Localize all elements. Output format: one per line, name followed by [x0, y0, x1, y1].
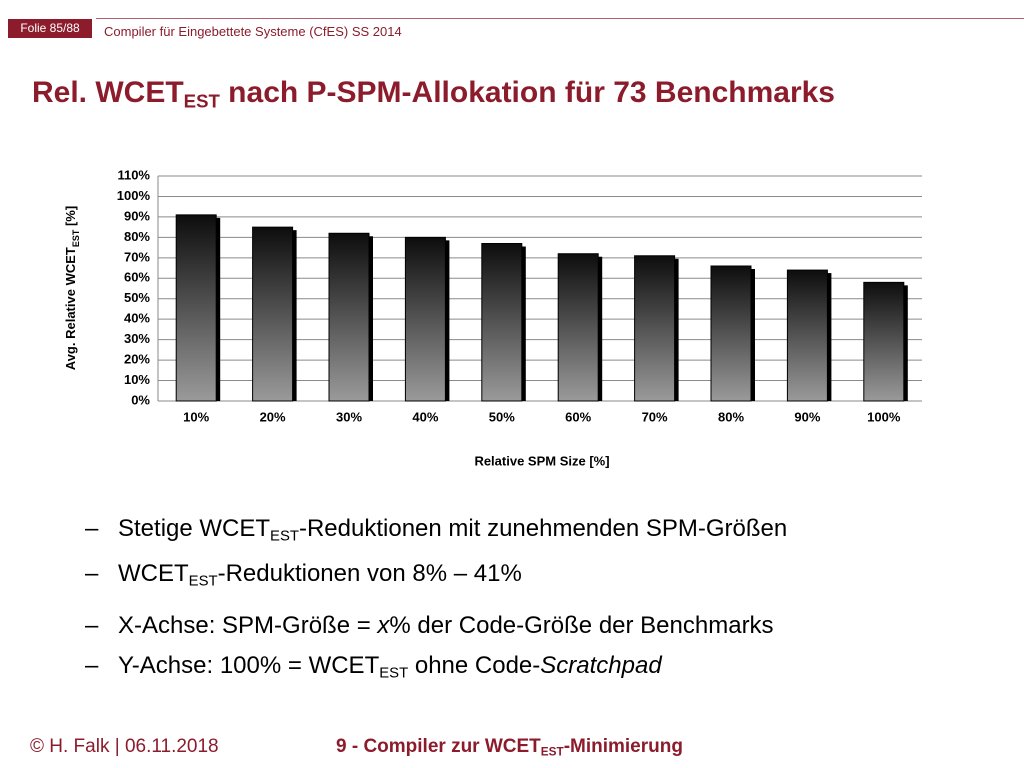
text-part: X-Achse: SPM-Größe = [118, 612, 378, 639]
y-tick-label: 90% [124, 208, 150, 223]
y-tick-label: 60% [124, 270, 150, 285]
slide-title: Rel. WCETEST nach P-SPM-Allokation für 7… [32, 76, 835, 113]
y-tick-label: 110% [117, 167, 150, 182]
y-axis-title: Avg. Relative WCETEST [%] [63, 206, 81, 370]
x-tick-label: 80% [718, 409, 744, 424]
x-tick-label: 40% [412, 409, 438, 424]
bar [481, 243, 523, 402]
text-part: Avg. Relative WCET [63, 247, 78, 370]
bullet-marker: – [85, 612, 99, 639]
y-tick-label: 40% [124, 311, 150, 326]
header-rule [96, 18, 1024, 19]
x-tick-label: 60% [565, 409, 591, 424]
footer-author: © H. Falk | 06.11.2018 [30, 736, 219, 757]
text-part: EST [540, 745, 564, 759]
bullet-marker: – [85, 560, 99, 587]
bar [634, 255, 676, 402]
text-part: ohne Code- [408, 652, 541, 679]
bullet: – WCETEST-Reduktionen von 8% – 41% [85, 560, 522, 589]
bar [710, 265, 752, 402]
bar [404, 236, 446, 402]
bullet-marker: – [85, 515, 99, 542]
text-part: EST [183, 90, 220, 112]
text-part: EST [71, 229, 81, 247]
x-tick-label: 90% [794, 409, 820, 424]
text-part: WCET [118, 560, 189, 587]
text-part: x [377, 612, 390, 639]
text-part: Scratchpad [540, 652, 662, 679]
text-part: Stetige WCET [118, 515, 271, 542]
footer-chapter: 9 - Compiler zur WCETEST-Minimierung [336, 736, 683, 759]
bar [786, 269, 828, 402]
bullet: – Y-Achse: 100% = WCETEST ohne Code-Scrat… [85, 652, 662, 681]
bar [863, 281, 905, 402]
x-tick-label: 70% [642, 409, 668, 424]
text-part: Y-Achse: 100% = WCET [118, 652, 380, 679]
bar [252, 226, 294, 402]
y-tick-label: 30% [124, 331, 150, 346]
y-tick-label: 0% [131, 392, 150, 407]
x-tick-label: 100% [867, 409, 901, 424]
text-part: EST [188, 573, 218, 590]
text-part: EST [270, 528, 299, 545]
slide-number: Folie 85/88 [8, 19, 92, 38]
x-tick-label: 20% [260, 409, 286, 424]
text-part: EST [379, 665, 409, 682]
text-part: -Reduktionen mit zunehmenden SPM-Größen [298, 515, 788, 542]
text-part: Rel. WCET [32, 76, 184, 109]
bullet-marker: – [85, 652, 99, 679]
text-part: nach P-SPM-Allokation für 73 Benchmarks [219, 76, 835, 109]
text-part: 9 - Compiler zur WCET [336, 736, 541, 757]
y-tick-label: 50% [124, 290, 150, 305]
chart: 0% 10% 20% 30% 40% 50% 60% 70% 80% 90% 100% 110% 10%… [63, 167, 922, 468]
bar [328, 232, 370, 402]
x-tick-label: 50% [489, 409, 515, 424]
text-part: % der Code-Größe der Benchmarks [389, 612, 774, 639]
x-tick-label: 10% [183, 409, 209, 424]
bullet: – X-Achse: SPM-Größe = x% der Code-Größe … [85, 612, 774, 640]
x-tick-label: 30% [336, 409, 362, 424]
x-axis-title: Relative SPM Size [%] [474, 453, 609, 468]
bar [175, 214, 217, 402]
y-tick-label: 70% [124, 249, 150, 264]
course-title: Compiler für Eingebettete Systeme (CfES)… [104, 24, 402, 39]
text-part: -Reduktionen von 8% – 41% [217, 560, 522, 587]
y-tick-label: 20% [124, 352, 150, 367]
bar [557, 253, 599, 402]
text-part: [%] [63, 206, 78, 230]
y-tick-label: 100% [117, 188, 151, 203]
y-tick-label: 80% [124, 229, 150, 244]
text-part: -Minimierung [563, 736, 683, 757]
y-tick-label: 10% [124, 372, 150, 387]
bullet: – Stetige WCETEST-Reduktionen mit zunehme… [85, 515, 787, 544]
